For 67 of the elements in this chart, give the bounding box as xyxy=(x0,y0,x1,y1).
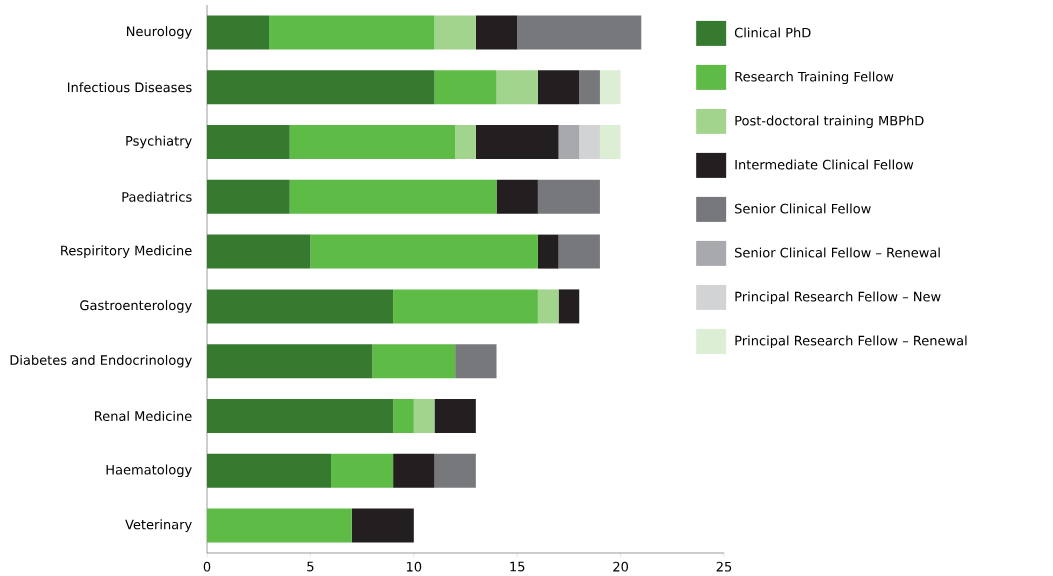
bar xyxy=(455,125,476,160)
bar xyxy=(558,289,580,324)
y-tick-label: Gastroenterology xyxy=(80,300,192,313)
legend-label: Post-doctoral training MBPhD xyxy=(735,115,924,129)
bar xyxy=(289,179,497,214)
bar xyxy=(372,344,456,379)
bar xyxy=(207,399,394,434)
bar xyxy=(207,179,290,214)
bar xyxy=(413,399,435,434)
bar xyxy=(558,234,600,269)
bar xyxy=(207,234,311,269)
bar xyxy=(207,70,435,105)
bar xyxy=(207,125,290,160)
bar xyxy=(537,289,559,324)
bar xyxy=(537,179,600,214)
bar xyxy=(537,70,580,105)
bar xyxy=(434,453,476,488)
bar xyxy=(351,508,414,543)
bar xyxy=(207,289,394,324)
bar xyxy=(207,508,352,543)
y-tick-label: Veterinary xyxy=(125,519,192,532)
bar xyxy=(207,453,332,488)
bar xyxy=(599,70,621,105)
bar xyxy=(207,15,270,50)
bar xyxy=(558,125,580,160)
y-tick-label: Diabetes and Endocrinology xyxy=(10,354,192,368)
legend-label: Senior Clinical Fellow xyxy=(735,203,871,214)
bar xyxy=(579,70,600,105)
bar xyxy=(434,399,476,434)
bar xyxy=(475,125,559,160)
bar xyxy=(579,125,600,160)
y-tick-label: Infectious Diseases xyxy=(68,82,192,93)
bar xyxy=(393,399,414,434)
bar xyxy=(310,234,538,269)
bar xyxy=(599,125,621,160)
bar xyxy=(393,289,538,324)
bar xyxy=(393,453,435,488)
bar xyxy=(207,344,373,379)
legend-label: Intermediate Clinical Fellow xyxy=(735,159,914,170)
bar xyxy=(434,15,476,50)
bar xyxy=(434,70,497,105)
y-tick-label: Neurology xyxy=(127,26,192,39)
bar xyxy=(496,179,538,214)
bar xyxy=(517,15,642,50)
x-tick-label: 10 xyxy=(406,561,422,572)
y-tick-label: Haematology xyxy=(106,464,192,478)
bar xyxy=(455,344,497,379)
bar xyxy=(289,125,456,160)
bar xyxy=(269,15,435,50)
legend-label: Senior Clinical Fellow – Renewal xyxy=(735,247,940,258)
legend-label: Principal Research Fellow – New xyxy=(735,291,941,305)
x-tick-label: 5 xyxy=(307,561,314,572)
y-tick-label: Respiritory Medicine xyxy=(61,245,192,258)
legend-label: Principal Research Fellow – Renewal xyxy=(735,335,967,349)
y-tick-label: Psychiatry xyxy=(126,135,192,149)
x-tick-label: 0 xyxy=(203,561,211,572)
x-tick-label: 20 xyxy=(613,561,628,572)
bar xyxy=(496,70,538,105)
bar xyxy=(475,15,518,50)
x-tick-label: 25 xyxy=(716,561,732,572)
y-tick-label: Renal Medicine xyxy=(95,411,192,422)
bar xyxy=(537,234,559,269)
legend-label: Research Training Fellow xyxy=(735,71,894,85)
legend-label: Clinical PhD xyxy=(734,27,811,38)
x-tick-label: 15 xyxy=(510,561,525,572)
y-tick-label: Paediatrics xyxy=(122,191,192,202)
bar xyxy=(331,453,394,488)
